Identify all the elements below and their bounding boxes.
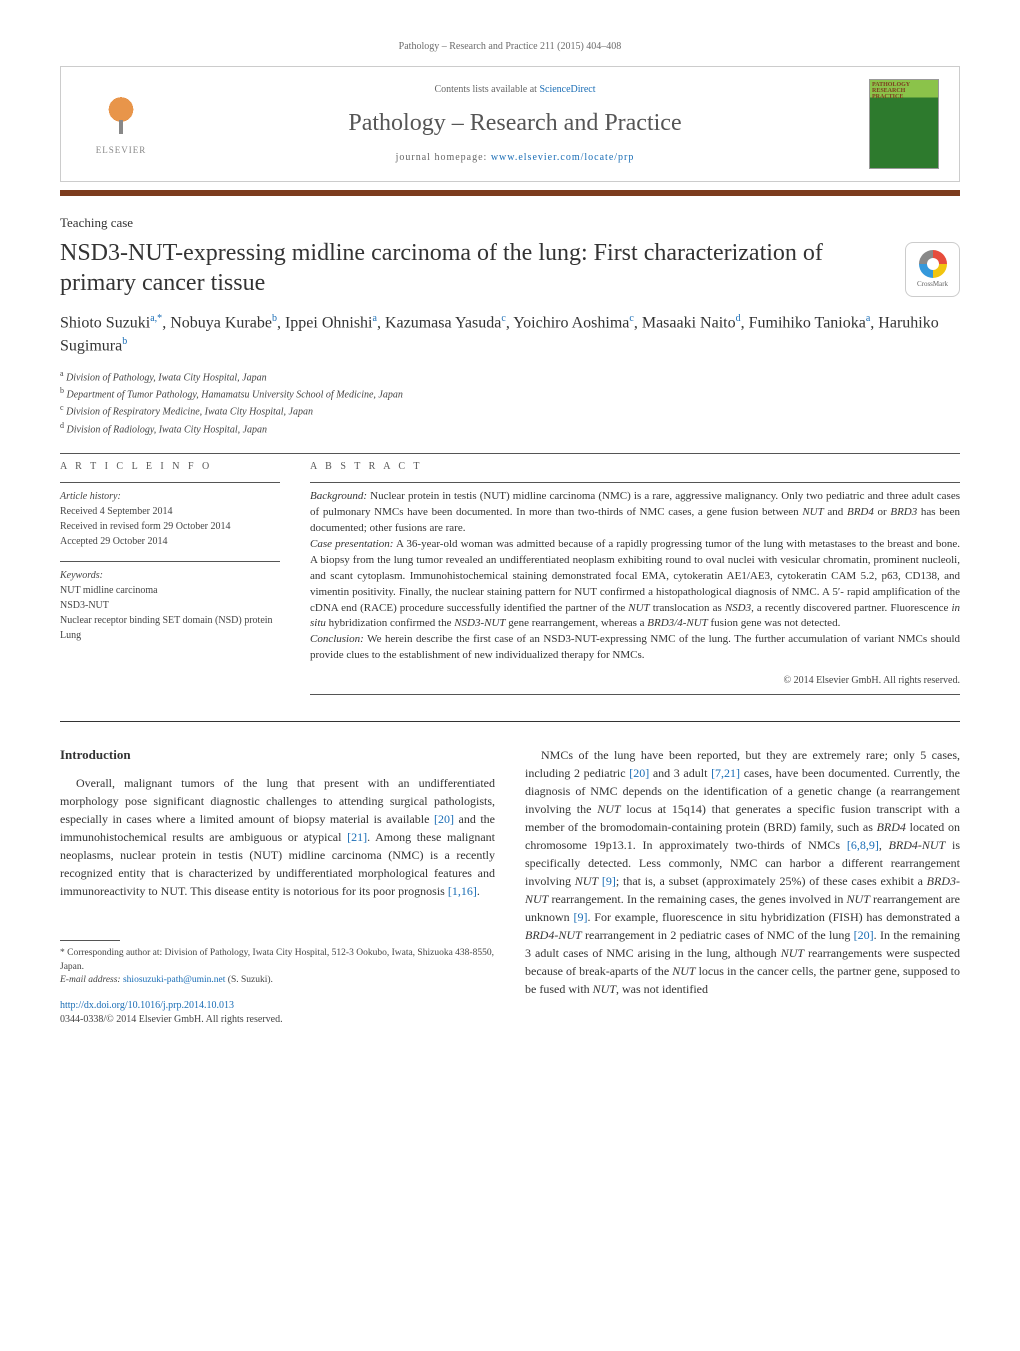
header-center: Contents lists available at ScienceDirec… — [161, 83, 869, 165]
journal-cover: PATHOLOGY RESEARCH PRACTICE — [869, 79, 939, 169]
divider — [60, 482, 280, 483]
right-paragraph: NMCs of the lung have been reported, but… — [525, 746, 960, 998]
revised-date: Received in revised form 29 October 2014 — [60, 519, 280, 534]
left-column: Introduction Overall, malignant tumors o… — [60, 746, 495, 1027]
intro-heading: Introduction — [60, 746, 495, 764]
email-suffix: (S. Suzuki). — [228, 975, 273, 985]
corresponding-footnote: * Corresponding author at: Division of P… — [60, 947, 495, 987]
divider — [310, 482, 960, 483]
elsevier-tree-icon — [96, 92, 146, 142]
contents-prefix: Contents lists available at — [434, 84, 539, 95]
doi-link[interactable]: http://dx.doi.org/10.1016/j.prp.2014.10.… — [60, 1000, 234, 1011]
homepage-line: journal homepage: www.elsevier.com/locat… — [161, 151, 869, 165]
journal-header: ELSEVIER Contents lists available at Sci… — [60, 66, 960, 182]
contents-line: Contents lists available at ScienceDirec… — [161, 83, 869, 97]
abstract-paragraph: Case presentation: A 36-year-old woman w… — [310, 537, 960, 633]
sciencedirect-link[interactable]: ScienceDirect — [539, 84, 595, 95]
accepted-date: Accepted 29 October 2014 — [60, 534, 280, 549]
issn-copyright: 0344-0338/© 2014 Elsevier GmbH. All righ… — [60, 1014, 283, 1025]
article-type: Teaching case — [60, 214, 960, 232]
affiliation: a Division of Pathology, Iwata City Hosp… — [60, 368, 960, 385]
affiliation: c Division of Respiratory Medicine, Iwat… — [60, 402, 960, 419]
abstract: a b s t r a c t Background: Nuclear prot… — [310, 460, 960, 701]
received-date: Received 4 September 2014 — [60, 504, 280, 519]
info-abstract-row: a r t i c l e i n f o Article history: R… — [60, 460, 960, 701]
abstract-copyright: © 2014 Elsevier GmbH. All rights reserve… — [310, 674, 960, 688]
homepage-link[interactable]: www.elsevier.com/locate/prp — [491, 152, 635, 163]
keyword: NUT midline carcinoma — [60, 583, 280, 598]
article-title: NSD3-NUT-expressing midline carcinoma of… — [60, 238, 885, 298]
doi-block: http://dx.doi.org/10.1016/j.prp.2014.10.… — [60, 999, 495, 1027]
keywords-block: Keywords: NUT midline carcinomaNSD3-NUTN… — [60, 568, 280, 643]
email-link[interactable]: shiosuzuki-path@umin.net — [123, 975, 225, 985]
crossmark-label: CrossMark — [917, 280, 948, 290]
abstract-label: a b s t r a c t — [310, 460, 960, 474]
article-info-label: a r t i c l e i n f o — [60, 460, 280, 474]
footnote-separator — [60, 940, 120, 941]
corresponding-text: * Corresponding author at: Division of P… — [60, 947, 495, 974]
crossmark-icon — [919, 250, 947, 278]
divider-thick — [60, 721, 960, 722]
keyword: Nuclear receptor binding SET domain (NSD… — [60, 613, 280, 628]
abstract-paragraph: Conclusion: We herein describe the first… — [310, 632, 960, 664]
authors: Shioto Suzukia,*, Nobuya Kurabeb, Ippei … — [60, 312, 960, 357]
intro-paragraph: Overall, malignant tumors of the lung th… — [60, 774, 495, 900]
elsevier-logo: ELSEVIER — [81, 84, 161, 164]
homepage-prefix: journal homepage: — [396, 152, 491, 163]
keyword: NSD3-NUT — [60, 598, 280, 613]
elsevier-label: ELSEVIER — [96, 144, 147, 157]
crossmark-badge[interactable]: CrossMark — [905, 242, 960, 297]
keywords-label: Keywords: — [60, 568, 280, 583]
affiliation: d Division of Radiology, Iwata City Hosp… — [60, 420, 960, 437]
history-label: Article history: — [60, 489, 280, 504]
accent-bar — [60, 190, 960, 196]
keyword: Lung — [60, 628, 280, 643]
affiliation: b Department of Tumor Pathology, Hamamat… — [60, 385, 960, 402]
journal-cover-label: PATHOLOGY RESEARCH PRACTICE — [872, 82, 938, 100]
journal-name: Pathology – Research and Practice — [161, 107, 869, 141]
right-column: NMCs of the lung have been reported, but… — [525, 746, 960, 1027]
body-columns: Introduction Overall, malignant tumors o… — [60, 746, 960, 1027]
article-history: Article history: Received 4 September 20… — [60, 489, 280, 549]
header-citation: Pathology – Research and Practice 211 (2… — [60, 40, 960, 54]
divider — [60, 453, 960, 454]
email-label: E-mail address: — [60, 975, 121, 985]
divider — [60, 561, 280, 562]
affiliations: a Division of Pathology, Iwata City Hosp… — [60, 368, 960, 437]
article-info: a r t i c l e i n f o Article history: R… — [60, 460, 280, 701]
divider — [310, 694, 960, 695]
abstract-paragraph: Background: Nuclear protein in testis (N… — [310, 489, 960, 537]
abstract-text: Background: Nuclear protein in testis (N… — [310, 489, 960, 664]
title-row: NSD3-NUT-expressing midline carcinoma of… — [60, 238, 960, 312]
